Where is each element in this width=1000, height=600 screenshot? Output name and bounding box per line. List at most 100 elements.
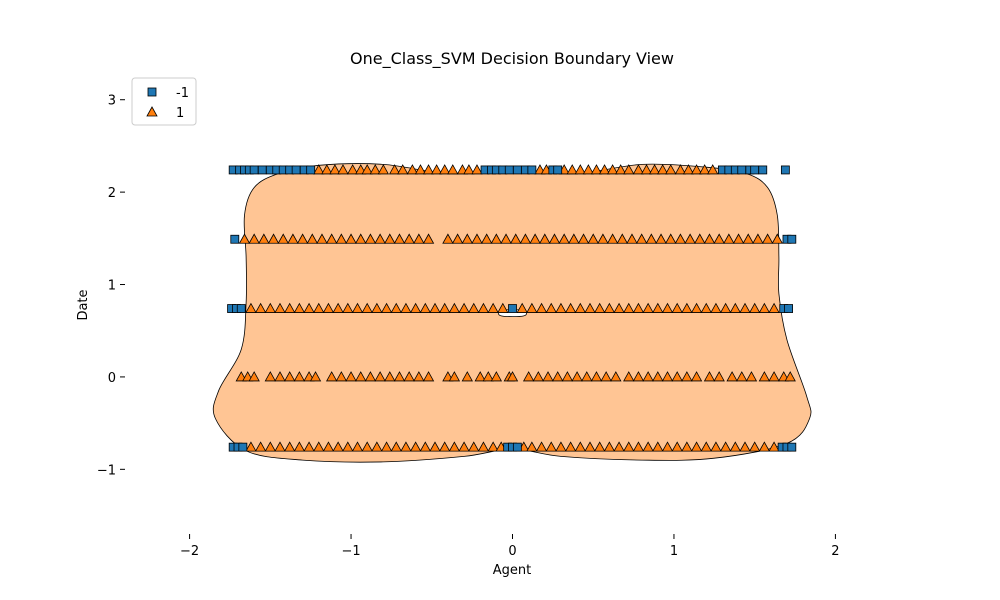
point-class-pos1 (568, 233, 580, 244)
point-class-pos1 (598, 164, 611, 175)
point-class-pos1 (726, 371, 738, 382)
point-class-pos1 (393, 371, 406, 382)
chart-title: One_Class_SVM Decision Boundary View (350, 49, 674, 69)
point-class-pos1 (613, 302, 625, 313)
point-class-pos1 (384, 233, 396, 244)
point-class-pos1 (732, 233, 745, 244)
point-class-pos1 (510, 233, 522, 244)
point-class-pos1 (656, 164, 669, 175)
point-class-pos1 (632, 371, 645, 382)
point-class-pos1 (623, 302, 635, 313)
point-class-pos1 (606, 233, 619, 244)
point-class-pos1 (322, 302, 335, 313)
point-class-neg1 (504, 165, 514, 175)
point-class-pos1 (346, 164, 359, 175)
point-class-pos1 (590, 371, 603, 382)
point-class-pos1 (690, 164, 703, 175)
point-class-pos1 (640, 164, 653, 175)
point-class-pos1 (768, 302, 780, 313)
point-class-pos1 (419, 441, 431, 452)
legend-label: -1 (176, 86, 189, 101)
legend: -11 (131, 77, 197, 126)
point-class-pos1 (736, 371, 748, 382)
point-class-pos1 (316, 233, 328, 244)
point-class-pos1 (293, 302, 306, 313)
point-class-pos1 (474, 371, 486, 382)
point-class-pos1 (284, 441, 296, 452)
x-axis-label: Agent (493, 563, 531, 578)
point-class-pos1 (574, 441, 586, 452)
point-class-pos1 (758, 371, 771, 382)
point-class-pos1 (603, 441, 616, 452)
point-class-pos1 (451, 233, 464, 244)
point-class-pos1 (439, 441, 451, 452)
point-class-pos1 (749, 441, 761, 452)
point-class-neg1 (249, 165, 259, 175)
point-class-pos1 (393, 233, 406, 244)
point-class-pos1 (661, 371, 674, 382)
point-class-pos1 (414, 164, 427, 175)
point-class-pos1 (745, 371, 758, 382)
point-class-pos1 (461, 371, 473, 382)
point-class-pos1 (671, 371, 683, 382)
point-class-pos1 (723, 233, 735, 244)
point-class-pos1 (284, 371, 296, 382)
point-class-pos1 (729, 302, 741, 313)
point-class-pos1 (652, 371, 664, 382)
point-class-pos1 (403, 233, 415, 244)
point-class-pos1 (526, 441, 538, 452)
point-class-pos1 (468, 302, 480, 313)
y-tick-label: 3 (108, 94, 116, 109)
point-class-pos1 (313, 302, 325, 313)
point-class-pos1 (490, 371, 503, 382)
point-class-pos1 (674, 164, 687, 175)
point-class-pos1 (500, 233, 512, 244)
point-class-pos1 (674, 233, 687, 244)
point-class-pos1 (661, 441, 674, 452)
point-class-pos1 (388, 164, 401, 175)
point-class-neg1 (787, 234, 797, 244)
point-class-pos1 (710, 441, 722, 452)
point-class-pos1 (309, 371, 322, 382)
point-class-neg1 (291, 165, 301, 175)
point-class-pos1 (665, 164, 677, 175)
point-class-pos1 (700, 441, 712, 452)
point-class-pos1 (548, 233, 561, 244)
point-class-pos1 (390, 441, 402, 452)
point-class-pos1 (703, 371, 716, 382)
point-class-pos1 (369, 164, 381, 175)
point-class-pos1 (409, 302, 422, 313)
point-class-pos1 (374, 233, 386, 244)
point-class-pos1 (616, 233, 628, 244)
point-class-pos1 (293, 371, 306, 382)
point-class-pos1 (768, 441, 780, 452)
point-class-pos1 (248, 371, 260, 382)
point-class-pos1 (430, 164, 443, 175)
point-class-pos1 (468, 441, 480, 452)
point-class-pos1 (471, 233, 483, 244)
point-class-pos1 (700, 302, 712, 313)
point-class-pos1 (355, 371, 367, 382)
point-class-pos1 (606, 164, 619, 175)
point-class-pos1 (480, 233, 493, 244)
point-class-pos1 (558, 233, 570, 244)
point-class-pos1 (245, 302, 257, 313)
point-class-pos1 (458, 441, 470, 452)
point-class-pos1 (471, 164, 483, 175)
point-class-pos1 (752, 233, 764, 244)
point-class-pos1 (645, 233, 658, 244)
point-class-pos1 (681, 441, 693, 452)
point-class-pos1 (582, 164, 595, 175)
point-class-neg1 (553, 165, 563, 175)
point-class-pos1 (422, 164, 435, 175)
point-class-pos1 (258, 233, 270, 244)
point-class-pos1 (463, 164, 475, 175)
point-class-pos1 (713, 371, 725, 382)
point-class-pos1 (337, 164, 349, 175)
point-class-pos1 (447, 164, 459, 175)
point-class-pos1 (284, 302, 296, 313)
point-class-pos1 (477, 302, 490, 313)
point-class-pos1 (681, 371, 693, 382)
point-class-pos1 (254, 441, 267, 452)
x-tick-label: −2 (180, 544, 199, 559)
